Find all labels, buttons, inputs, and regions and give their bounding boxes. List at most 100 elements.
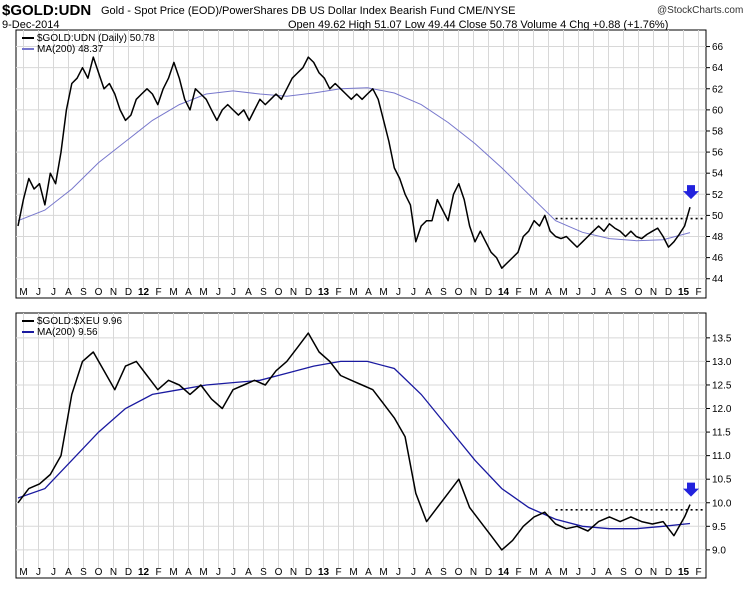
top-price-line [17, 56, 691, 269]
top-x-tick-label: F [695, 287, 701, 298]
bottom-x-tick-label: A [605, 567, 612, 578]
top-x-tick-label: N [110, 287, 117, 298]
bottom-x-tick-label: F [515, 567, 521, 578]
bottom-x-tick-label: D [125, 567, 132, 578]
top-x-tick-label: M [199, 287, 207, 298]
bottom-x-tick-label: A [65, 567, 72, 578]
top-legend-price-label: $GOLD:UDN (Daily) 50.78 [37, 33, 155, 44]
top-x-tick-label: A [545, 287, 552, 298]
bottom-x-tick-label: J [411, 567, 416, 578]
bottom-x-tick-label: J [396, 567, 401, 578]
bottom-legend-ma: MA(200) 9.56 [22, 327, 98, 338]
bottom-x-tick-label: O [95, 567, 103, 578]
top-x-tick-label: J [411, 287, 416, 298]
bottom-price-line [17, 332, 691, 551]
top-x-tick-label: N [290, 287, 297, 298]
top-legend-ma-label: MA(200) 48.37 [37, 44, 104, 55]
top-x-tick-label: A [365, 287, 372, 298]
bottom-x-tick-label: F [695, 567, 701, 578]
top-x-tick-label: 15 [678, 287, 690, 298]
bottom-x-tick-label: N [650, 567, 657, 578]
bottom-x-tick-label: A [425, 567, 432, 578]
chart-symbol: $GOLD:UDN [2, 2, 92, 19]
top-x-tick-label: J [591, 287, 596, 298]
bottom-x-tick-label: M [169, 567, 177, 578]
bottom-legend-ma-label: MA(200) 9.56 [37, 327, 98, 338]
bottom-x-tick-label: J [231, 567, 236, 578]
top-plot-frame [15, 29, 707, 299]
bottom-y-tick-label: 13.5 [712, 333, 732, 344]
bottom-x-tick-label: N [290, 567, 297, 578]
top-y-tick-label: 50 [712, 211, 724, 222]
bottom-x-tick-label: O [635, 567, 643, 578]
bottom-x-tick-label: 14 [498, 567, 510, 578]
bottom-x-tick-label: O [455, 567, 463, 578]
top-legend-price: $GOLD:UDN (Daily) 50.78 [22, 33, 155, 44]
top-x-tick-label: J [216, 287, 221, 298]
bottom-x-tick-label: J [51, 567, 56, 578]
bottom-x-tick-label: M [19, 567, 27, 578]
bottom-y-tick-label: 12.0 [712, 404, 732, 415]
top-y-tick-label: 62 [712, 84, 724, 95]
top-x-tick-label: S [440, 287, 447, 298]
bottom-x-tick-label: M [349, 567, 357, 578]
top-x-tick-label: 14 [498, 287, 510, 298]
bottom-x-tick-label: M [379, 567, 387, 578]
top-x-tick-label: M [559, 287, 567, 298]
bottom-y-tick-label: 9.0 [712, 545, 726, 556]
bottom-y-tick-label: 10.0 [712, 498, 732, 509]
bottom-x-tick-label: F [335, 567, 341, 578]
top-x-tick-label: S [260, 287, 267, 298]
bottom-plot-frame [15, 312, 707, 579]
bottom-x-tick-label: N [110, 567, 117, 578]
top-x-tick-label: F [515, 287, 521, 298]
top-x-tick-label: M [169, 287, 177, 298]
bottom-x-tick-label: S [620, 567, 627, 578]
bottom-ma-line [17, 360, 691, 530]
bottom-y-tick-label: 12.5 [712, 380, 732, 391]
top-x-tick-label: A [245, 287, 252, 298]
top-y-tick-label: 52 [712, 190, 724, 201]
top-x-tick-label: A [65, 287, 72, 298]
bottom-x-tick-label: M [199, 567, 207, 578]
top-down-arrow [683, 185, 699, 200]
top-x-tick-label: 12 [138, 287, 150, 298]
bottom-x-tick-label: 13 [318, 567, 330, 578]
top-x-tick-label: D [485, 287, 492, 298]
stockcharts-brand: @StockCharts.com [657, 5, 744, 16]
bottom-x-tick-label: A [365, 567, 372, 578]
bottom-x-tick-label: J [36, 567, 41, 578]
top-x-tick-label: J [51, 287, 56, 298]
top-x-tick-label: N [650, 287, 657, 298]
top-x-tick-label: M [349, 287, 357, 298]
top-x-tick-label: J [576, 287, 581, 298]
top-x-tick-label: O [455, 287, 463, 298]
bottom-x-tick-label: J [216, 567, 221, 578]
top-ma-line [17, 87, 691, 242]
chart-date: 9-Dec-2014 [2, 19, 60, 31]
top-x-tick-label: D [665, 287, 672, 298]
bottom-y-tick-label: 10.5 [712, 475, 732, 486]
bottom-x-tick-label: 12 [138, 567, 150, 578]
bottom-y-tick-label: 13.0 [712, 357, 732, 368]
bottom-x-tick-label: S [260, 567, 267, 578]
top-x-tick-label: D [125, 287, 132, 298]
bottom-y-tick-label: 11.5 [712, 428, 731, 439]
top-y-tick-label: 44 [712, 274, 724, 285]
top-y-tick-label: 54 [712, 169, 724, 180]
top-y-tick-label: 48 [712, 232, 724, 243]
top-x-tick-label: M [19, 287, 27, 298]
top-y-tick-label: 58 [712, 126, 724, 137]
bottom-x-tick-label: F [155, 567, 161, 578]
top-x-tick-label: A [425, 287, 432, 298]
bottom-legend-price: $GOLD:$XEU 9.96 [22, 316, 122, 327]
bottom-x-tick-label: M [529, 567, 537, 578]
bottom-down-arrow [683, 482, 699, 497]
bottom-x-tick-label: M [559, 567, 567, 578]
bottom-y-tick-label: 9.5 [712, 522, 726, 533]
top-x-tick-label: 13 [318, 287, 330, 298]
top-x-tick-label: D [305, 287, 312, 298]
top-legend-ma: MA(200) 48.37 [22, 44, 103, 55]
top-x-tick-label: J [36, 287, 41, 298]
